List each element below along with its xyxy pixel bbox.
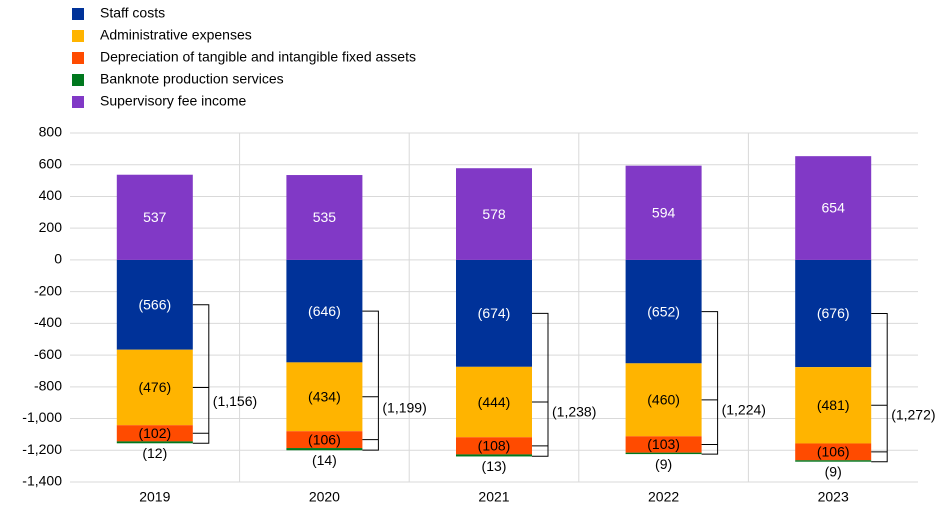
bar-segment [456, 454, 532, 457]
legend-swatch [72, 74, 84, 86]
total-bracket [192, 304, 210, 444]
x-tick-label: 2022 [648, 489, 679, 505]
total-label: (1,156) [213, 393, 257, 409]
y-tick-label: -200 [34, 282, 62, 298]
data-label: 535 [313, 209, 337, 225]
y-tick-label: 0 [54, 251, 62, 267]
data-label: (444) [478, 394, 511, 410]
data-label: (460) [647, 392, 680, 408]
total-bracket [532, 312, 549, 457]
y-tick-label: 600 [39, 155, 63, 171]
bar-segment [795, 367, 872, 444]
y-tick-label: 400 [39, 187, 63, 203]
legend-label: Administrative expenses [100, 27, 252, 43]
bar-segment [795, 460, 872, 462]
data-label: (481) [817, 397, 850, 413]
bar-segment [116, 259, 193, 350]
y-tick-label: -400 [34, 314, 62, 330]
bar-segment [795, 156, 872, 260]
total-label: (1,272) [891, 406, 935, 422]
bar-segment [456, 259, 532, 367]
bar-segment [286, 448, 363, 451]
bar-segment [456, 366, 532, 438]
data-label: (106) [308, 431, 341, 447]
data-label: (12) [142, 445, 167, 461]
data-label: (674) [478, 305, 511, 321]
bar-segment [116, 425, 193, 442]
bar-segment [116, 174, 193, 260]
data-label: (103) [647, 436, 680, 452]
bar-segment [286, 362, 363, 432]
bar-segment [456, 168, 532, 260]
data-label: (9) [655, 456, 672, 472]
legend-swatch [72, 96, 84, 108]
bar-segment [625, 452, 702, 455]
x-tick-label: 2020 [309, 489, 340, 505]
legend-label: Staff costs [100, 5, 165, 21]
total-label: (1,224) [722, 402, 766, 418]
y-tick-label: -600 [34, 346, 62, 362]
total-label: (1,199) [382, 399, 426, 415]
y-tick-label: -1,000 [22, 409, 62, 425]
data-label: (13) [482, 458, 507, 474]
bar-segment [116, 349, 193, 426]
legend-label: Supervisory fee income [100, 93, 247, 109]
bar-segment [286, 259, 363, 363]
bar-segment [795, 259, 872, 368]
legend-label: Banknote production services [100, 71, 284, 87]
bar-segment [795, 443, 872, 461]
data-label: (676) [817, 305, 850, 321]
y-tick-label: 200 [39, 219, 63, 235]
data-label: 578 [482, 206, 506, 222]
bar-segment [286, 431, 363, 449]
legend-swatch [72, 52, 84, 64]
y-tick-label: -1,400 [22, 473, 62, 489]
x-tick-label: 2021 [478, 489, 509, 505]
data-label: (652) [647, 303, 680, 319]
legend-label: Depreciation of tangible and intangible … [100, 49, 416, 65]
data-label: (14) [312, 452, 337, 468]
data-label: (476) [138, 379, 171, 395]
total-bracket [701, 311, 719, 455]
data-label: (102) [138, 425, 171, 441]
data-label: 537 [143, 209, 167, 225]
y-tick-label: -800 [34, 378, 62, 394]
bar-segment [286, 175, 363, 260]
bar-segment [456, 437, 532, 455]
legend-swatch [72, 8, 84, 20]
data-label: (9) [825, 463, 842, 479]
y-tick-label: -1,200 [22, 441, 62, 457]
data-label: (106) [817, 444, 850, 460]
data-label: 594 [652, 204, 676, 220]
bar-segment [625, 165, 702, 260]
bar-segment [625, 259, 702, 364]
data-label: (434) [308, 389, 341, 405]
data-label: (108) [478, 438, 511, 454]
total-bracket [362, 310, 379, 451]
legend-swatch [72, 30, 84, 42]
data-label: (566) [138, 297, 171, 313]
data-label: (646) [308, 303, 341, 319]
total-label: (1,238) [552, 404, 596, 420]
x-tick-label: 2019 [139, 489, 170, 505]
x-tick-label: 2023 [818, 489, 849, 505]
bar-segment [625, 436, 702, 453]
bar-segment [116, 441, 193, 444]
bar-segment [625, 363, 702, 437]
y-tick-label: 800 [39, 124, 63, 140]
data-label: 654 [822, 200, 846, 216]
total-bracket [871, 313, 888, 463]
